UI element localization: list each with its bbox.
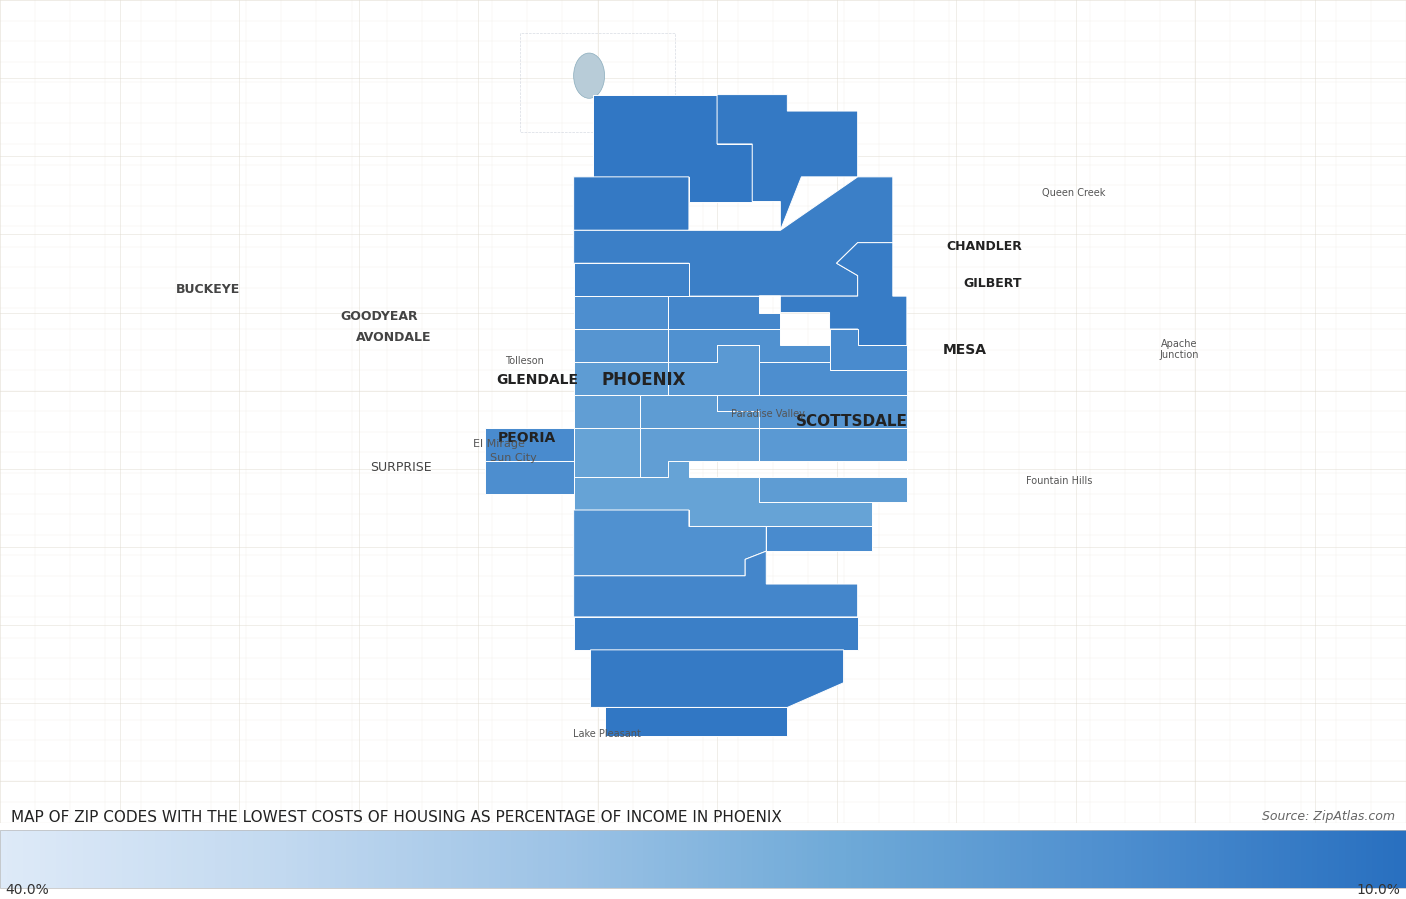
Text: Source: ZipAtlas.com: Source: ZipAtlas.com — [1261, 810, 1395, 823]
Text: SURPRISE: SURPRISE — [370, 460, 432, 474]
Text: MAP OF ZIP CODES WITH THE LOWEST COSTS OF HOUSING AS PERCENTAGE OF INCOME IN PHO: MAP OF ZIP CODES WITH THE LOWEST COSTS O… — [11, 810, 782, 825]
Text: GOODYEAR: GOODYEAR — [340, 310, 419, 324]
Bar — [0, 831, 1406, 887]
Polygon shape — [593, 94, 752, 201]
Polygon shape — [574, 510, 766, 575]
Text: AVONDALE: AVONDALE — [356, 331, 432, 343]
Polygon shape — [759, 460, 907, 502]
Text: MESA: MESA — [942, 343, 987, 357]
Polygon shape — [766, 527, 872, 551]
Polygon shape — [759, 362, 907, 395]
Polygon shape — [668, 345, 759, 395]
Polygon shape — [485, 460, 574, 494]
Text: Queen Creek: Queen Creek — [1042, 188, 1107, 199]
Polygon shape — [668, 329, 830, 362]
Polygon shape — [574, 395, 640, 428]
Polygon shape — [574, 329, 668, 362]
Polygon shape — [574, 362, 668, 395]
Text: Paradise Valley: Paradise Valley — [731, 409, 804, 419]
Text: Sun City: Sun City — [489, 453, 537, 463]
Ellipse shape — [574, 53, 605, 98]
Polygon shape — [759, 428, 907, 460]
Polygon shape — [640, 428, 759, 477]
Text: CHANDLER: CHANDLER — [946, 240, 1022, 254]
Text: PEORIA: PEORIA — [498, 431, 557, 445]
Polygon shape — [574, 94, 858, 230]
Polygon shape — [574, 177, 893, 296]
Text: El Mirage: El Mirage — [474, 440, 524, 450]
Polygon shape — [591, 650, 844, 708]
Polygon shape — [485, 428, 574, 460]
Polygon shape — [574, 263, 689, 296]
Polygon shape — [605, 708, 787, 736]
Polygon shape — [640, 395, 759, 428]
Text: BUCKEYE: BUCKEYE — [176, 283, 240, 296]
Polygon shape — [717, 395, 907, 428]
Text: 40.0%: 40.0% — [6, 884, 49, 897]
Polygon shape — [574, 551, 858, 617]
Polygon shape — [574, 296, 668, 329]
Text: SCOTTSDALE: SCOTTSDALE — [796, 414, 908, 429]
Text: GILBERT: GILBERT — [963, 277, 1022, 290]
Polygon shape — [830, 329, 907, 370]
Text: 10.0%: 10.0% — [1357, 884, 1400, 897]
Text: Lake Pleasant: Lake Pleasant — [574, 729, 641, 739]
Text: Fountain Hills: Fountain Hills — [1025, 476, 1092, 486]
Text: GLENDALE: GLENDALE — [496, 373, 578, 387]
Polygon shape — [574, 460, 872, 527]
Polygon shape — [668, 296, 780, 329]
Text: Apache
Junction: Apache Junction — [1160, 339, 1199, 360]
Text: PHOENIX: PHOENIX — [602, 371, 686, 389]
Text: Tolleson: Tolleson — [505, 356, 544, 366]
Polygon shape — [574, 617, 858, 650]
Polygon shape — [759, 243, 907, 345]
Polygon shape — [574, 428, 668, 477]
